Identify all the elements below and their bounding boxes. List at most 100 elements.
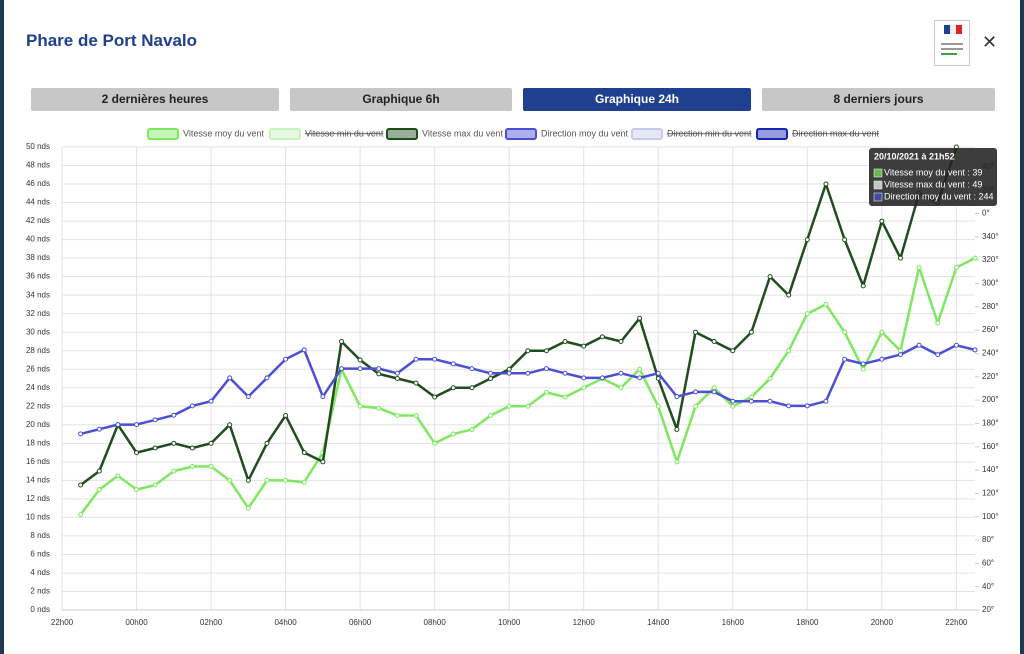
- y-tick-label: 22 nds: [26, 401, 50, 410]
- point: [283, 413, 289, 419]
- y-tick-label: 36 nds: [26, 272, 50, 281]
- point: [748, 329, 754, 335]
- x-tick-label: 10h00: [498, 618, 521, 627]
- y-tick-label: 10 nds: [26, 513, 50, 522]
- tab[interactable]: Graphique 24h: [523, 88, 751, 111]
- point: [618, 385, 624, 391]
- point: [897, 352, 903, 358]
- point: [245, 505, 251, 511]
- point: [693, 329, 699, 335]
- point: [804, 403, 810, 409]
- point: [655, 370, 661, 376]
- point: [394, 376, 400, 381]
- point: [227, 422, 233, 428]
- y-tick-label: 16 nds: [26, 457, 50, 466]
- y-tick-label: 8 nds: [30, 531, 50, 540]
- y2-tick-label: 160°: [982, 442, 999, 451]
- point: [413, 413, 419, 419]
- x-tick-label: 22h00: [51, 618, 74, 627]
- point: [413, 380, 419, 386]
- y2-tick-label: 140°: [982, 465, 999, 474]
- point: [450, 361, 456, 367]
- tooltip-line: Vitesse moy du vent : 39: [884, 167, 982, 177]
- tooltip-swatch: [873, 192, 883, 202]
- tooltip-swatch: [873, 180, 883, 190]
- point: [674, 394, 680, 400]
- modal-title: Phare de Port Navalo: [26, 31, 198, 50]
- y-tick-label: 48 nds: [26, 161, 50, 170]
- x-tick-label: 04h00: [274, 618, 297, 627]
- tab[interactable]: 2 dernières heures: [31, 88, 279, 111]
- point: [376, 371, 382, 377]
- point: [394, 413, 400, 419]
- point: [189, 463, 195, 469]
- y2-tick-label: 340°: [982, 232, 999, 241]
- x-tick-label: 08h00: [424, 618, 447, 627]
- legend-label[interactable]: Vitesse max du vent: [422, 128, 503, 138]
- point: [525, 348, 531, 354]
- point: [842, 329, 848, 335]
- tab[interactable]: 8 derniers jours: [762, 88, 995, 111]
- y-tick-label: 4 nds: [30, 568, 50, 577]
- close-button[interactable]: ✕: [982, 32, 998, 52]
- y-tick-label: 6 nds: [30, 550, 50, 559]
- point: [432, 356, 438, 362]
- y2-tick-label: 80°: [982, 535, 994, 544]
- point: [562, 394, 568, 400]
- point: [804, 237, 810, 243]
- point: [115, 422, 121, 428]
- point: [879, 329, 885, 335]
- y2-tick-label: 240°: [982, 349, 999, 358]
- point: [637, 315, 643, 321]
- legend-label[interactable]: Direction moy du vent: [541, 128, 629, 138]
- point: [711, 389, 717, 395]
- point: [394, 370, 400, 376]
- point: [823, 301, 829, 307]
- point: [525, 370, 531, 376]
- legend-swatch: [147, 128, 179, 140]
- x-tick-label: 06h00: [349, 618, 372, 627]
- legend-label[interactable]: Direction min du vent: [667, 128, 752, 138]
- logo-art: [941, 25, 963, 55]
- point: [618, 338, 624, 344]
- legend-swatch: [631, 128, 663, 140]
- point: [674, 459, 680, 465]
- x-tick-label: 20h00: [871, 618, 894, 627]
- point: [189, 445, 195, 451]
- point: [152, 482, 158, 488]
- point: [748, 394, 754, 400]
- point: [655, 376, 661, 381]
- series-line: [79, 146, 958, 487]
- tooltip-line: Vitesse max du vent : 49: [884, 179, 982, 189]
- legend-label[interactable]: Direction max du vent: [792, 128, 880, 138]
- legend-label[interactable]: Vitesse moy du vent: [183, 128, 264, 138]
- point: [115, 473, 121, 479]
- point: [301, 450, 307, 456]
- y-tick-label: 30 nds: [26, 327, 50, 336]
- point: [96, 487, 102, 493]
- point: [786, 292, 792, 298]
- logo: [934, 20, 970, 66]
- point: [842, 237, 848, 243]
- y2-tick-label: 280°: [982, 302, 999, 311]
- point: [245, 477, 251, 483]
- point: [413, 356, 419, 362]
- point: [338, 366, 344, 372]
- y-tick-label: 2 nds: [30, 587, 50, 596]
- point: [227, 375, 233, 381]
- legend-swatch: [505, 128, 537, 140]
- point: [730, 348, 736, 354]
- point: [897, 255, 903, 261]
- point: [935, 352, 941, 358]
- point: [189, 403, 195, 409]
- point: [767, 376, 773, 381]
- screen-edge: [0, 0, 4, 654]
- point: [357, 357, 363, 363]
- legend-label[interactable]: Vitesse min du vent: [305, 128, 384, 138]
- tab[interactable]: Graphique 6h: [290, 88, 512, 111]
- point: [506, 403, 512, 409]
- x-tick-label: 18h00: [796, 618, 819, 627]
- point: [693, 389, 699, 395]
